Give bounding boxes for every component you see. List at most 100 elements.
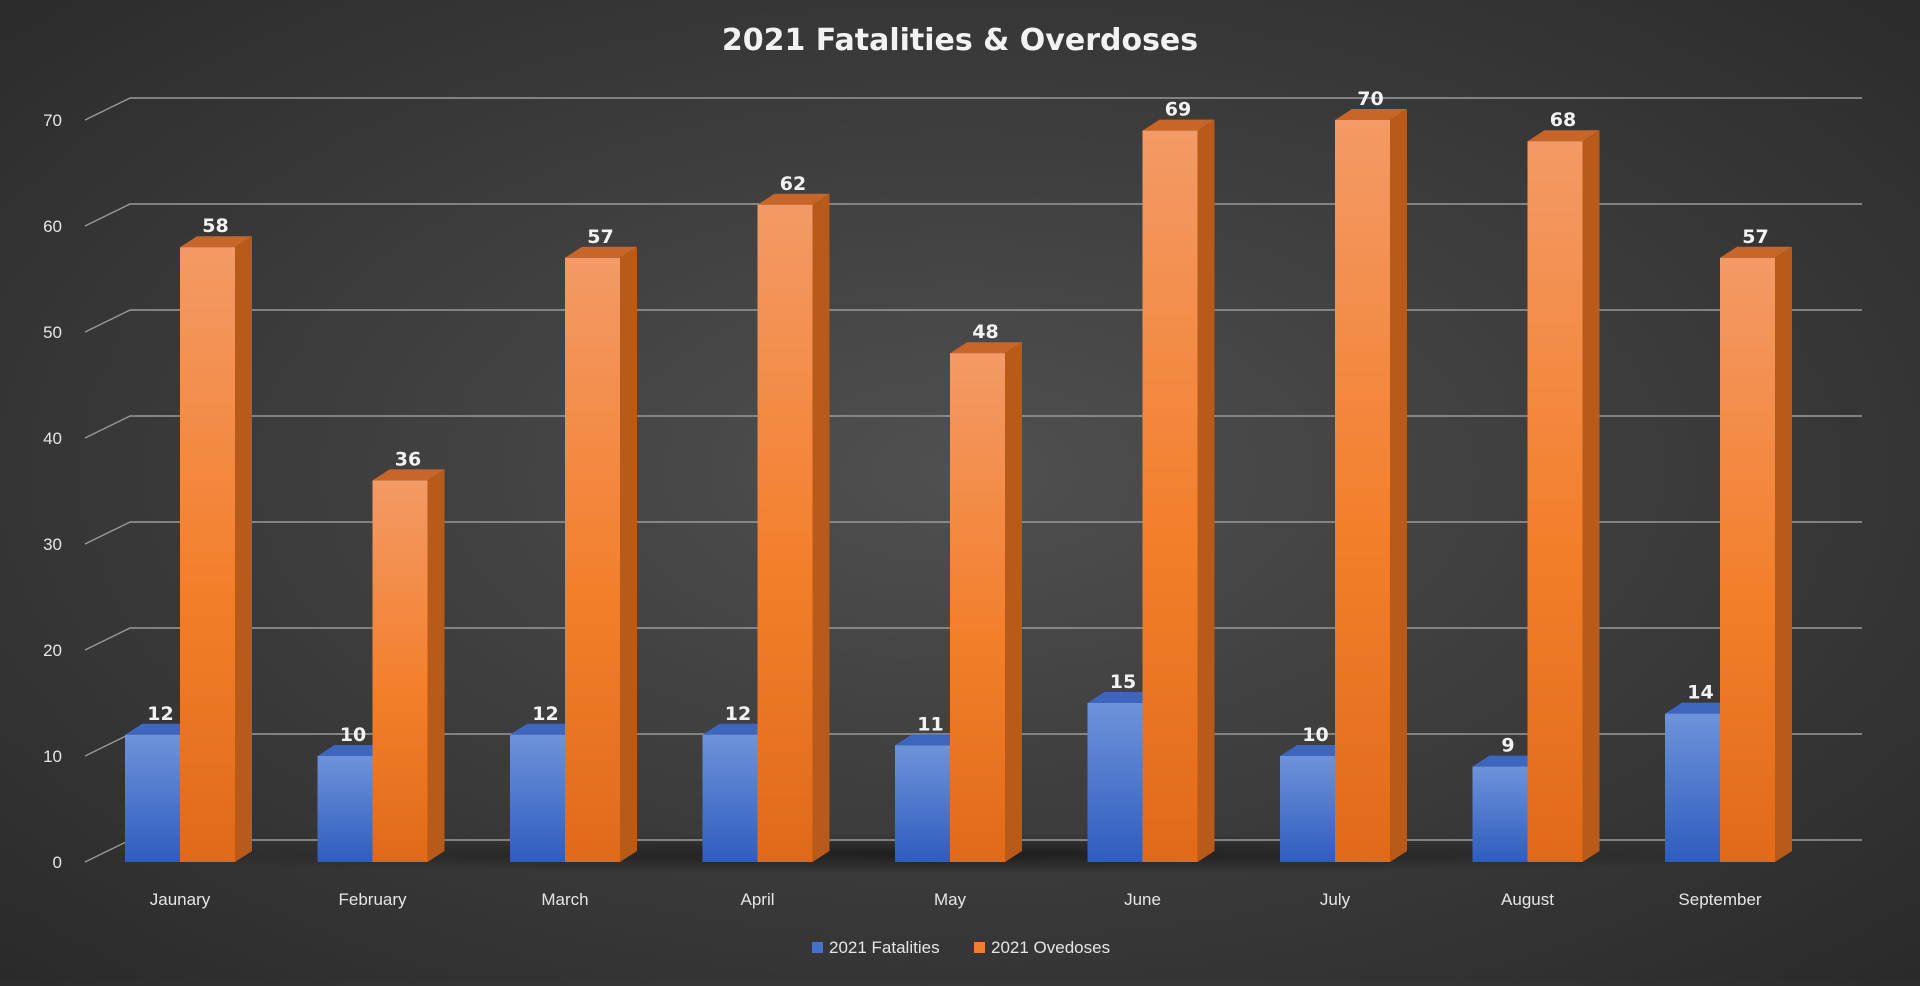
bar-overdoses [1142,119,1215,863]
bar-front [1665,713,1720,862]
y-tick-label: 40 [43,429,62,448]
gridline [84,97,1862,121]
data-label: 9 [1501,735,1514,757]
legend: 2021 Fatalities 2021 Ovedoses [812,938,1110,957]
bar-overdoses [1527,130,1600,862]
gridline [84,627,1862,651]
x-tick-label: February [338,890,407,909]
bar-top [1335,109,1407,120]
x-tick-label: September [1678,890,1761,909]
bar-side [235,236,252,862]
bar-overdoses [757,193,830,863]
bar-top [1472,755,1545,767]
y-tick-label: 50 [43,323,62,342]
bar-front [125,734,180,862]
x-tick-label: May [934,890,967,909]
data-label: 12 [532,703,558,725]
bar-overdoses [565,246,637,863]
bar-front [1720,257,1775,862]
bar-front [1335,120,1390,862]
data-label: 10 [1302,724,1328,746]
bar-front [372,480,428,862]
x-tick-label: August [1501,890,1554,909]
bar-top [1280,745,1352,756]
bar-side [812,193,830,863]
bar-overdoses [1335,109,1407,862]
x-tick-label: April [740,890,774,909]
data-label: 57 [1742,226,1768,248]
bar-front [895,745,950,862]
y-axis: 0 10 20 30 40 50 60 70 [43,111,62,872]
x-tick-label: Jaunary [150,890,211,909]
data-label: 70 [1357,88,1383,110]
gridline [84,521,1862,545]
y-tick-label: 70 [43,111,62,130]
bar-front [1142,130,1198,863]
bar-top [510,723,582,735]
bar-top [180,236,252,248]
bars [125,109,1792,863]
data-label: 68 [1550,109,1576,131]
data-label: 11 [917,713,943,735]
data-label: 12 [147,703,173,725]
bar-overdoses [950,342,1022,862]
y-tick-label: 10 [43,747,62,766]
bar-side [1005,342,1022,862]
y-tick-label: 30 [43,535,62,554]
y-tick-label: 0 [53,853,62,872]
bar-top [317,745,390,756]
bar-front [1527,141,1583,862]
data-label: 10 [340,724,366,746]
bar-overdoses [1720,246,1792,863]
bar-top [950,342,1022,354]
bar-front [702,734,758,862]
data-label: 15 [1110,671,1136,693]
gridline [84,309,1862,333]
bar-top [895,734,967,746]
bar-overdoses [180,236,252,862]
data-label: 57 [587,226,613,248]
x-tick-label: June [1124,890,1161,909]
bar-top [1142,119,1215,131]
data-label: 58 [202,215,228,237]
legend-label-fatalities: 2021 Fatalities [829,938,940,957]
bar-side [1775,246,1792,863]
legend-label-overdoses: 2021 Ovedoses [991,938,1110,957]
bar-front [565,257,620,862]
x-tick-label: March [541,890,588,909]
x-axis: Jaunary February March April May June July Augu… [150,890,1762,909]
bar-side [1197,119,1215,863]
data-labels: 12 58 10 36 12 57 12 62 11 48 15 69 10 70 9 68 14 57 [147,88,1768,757]
bar-side [1582,130,1600,862]
data-label: 12 [725,703,751,725]
x-tick-label: July [1320,890,1351,909]
bar-front [510,734,565,862]
bar-top [372,469,445,481]
bar-side [427,469,445,862]
bar-top [1527,130,1600,142]
bar-front [1280,756,1335,862]
bar-top [1087,692,1160,703]
bar-front [950,353,1005,862]
bar-front [1472,766,1528,862]
gridline [84,415,1862,439]
bar-overdoses [372,469,445,862]
y-tick-label: 60 [43,217,62,236]
bar-front [757,204,813,863]
legend-swatch-fatalities [812,942,823,953]
y-tick-label: 20 [43,641,62,660]
bar-front [317,756,373,862]
bar-front [1087,703,1143,862]
bar-top [565,246,637,258]
data-label: 48 [972,321,998,343]
chart-title: 2021 Fatalities & Overdoses [722,23,1198,58]
data-label: 14 [1687,682,1713,704]
data-label: 69 [1165,99,1191,121]
gridline [84,203,1862,227]
bar-top [702,723,775,735]
data-label: 36 [395,448,421,470]
bar-top [757,193,830,205]
bar-top [1720,246,1792,258]
